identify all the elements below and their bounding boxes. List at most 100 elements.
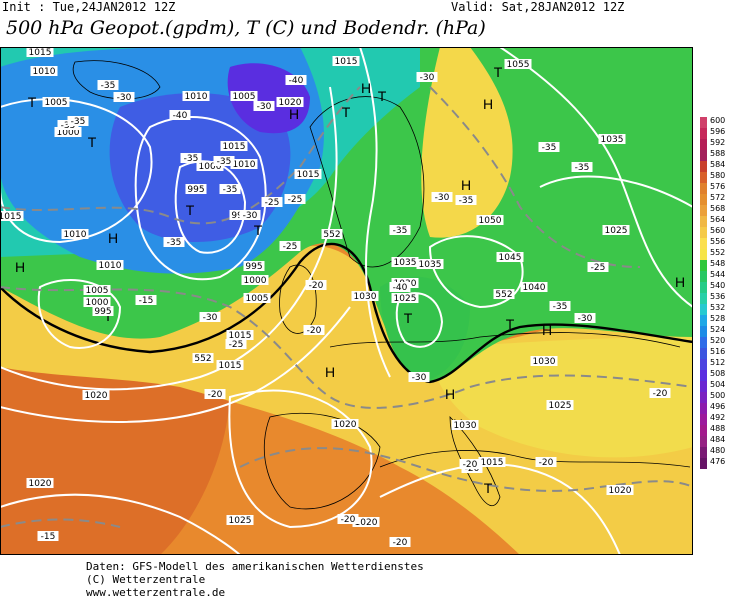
isobar-label: 1020 [85, 391, 108, 401]
coastline-europe [329, 332, 691, 468]
isobar-label-bg [83, 285, 111, 295]
temperature-label-bg [284, 194, 306, 204]
temperature-label-bg [408, 372, 430, 382]
legend-swatch [700, 161, 707, 172]
isobar-label: 995 [94, 307, 111, 317]
temperature-label-bg [574, 313, 596, 323]
geopotential-label: 552 [323, 230, 340, 240]
temperature-label: -20 [539, 458, 554, 468]
temperature-label: -20 [341, 515, 356, 525]
isobar-label: 1015 [297, 170, 320, 180]
high-pressure-marker: H [542, 322, 552, 338]
valid-time: Valid: Sat,28JAN2012 12Z [451, 0, 625, 14]
legend-swatch [700, 315, 707, 326]
temperature-label: -35 [575, 163, 590, 173]
temperature-label: -30 [203, 313, 218, 323]
temperature-label: -15 [139, 296, 154, 306]
isobar-label-bg [496, 252, 524, 262]
isobar-label-bg [230, 159, 258, 169]
footer-url[interactable]: www.wetterzentrale.de [86, 586, 226, 599]
temperature-label: -35 [542, 143, 557, 153]
isobar-label: 1000 [199, 162, 222, 172]
isobar-label: 1010 [33, 67, 56, 77]
isobar-label-bg [504, 59, 532, 69]
legend-value: 536 [710, 292, 725, 301]
temperature-label-bg [253, 101, 275, 111]
map-frame [0, 47, 693, 555]
coastline-iceland [72, 60, 161, 100]
isobar-label-bg [230, 91, 258, 101]
geopotential-label-bg [493, 289, 515, 299]
legend-swatch [700, 271, 707, 282]
isobar-label-bg [243, 293, 271, 303]
legend-swatch [700, 128, 707, 139]
footer-source: Daten: GFS-Modell des amerikanischen Wet… [86, 560, 424, 573]
low-pressure-marker: T [186, 202, 195, 218]
high-pressure-marker: H [445, 386, 455, 402]
isobar-label-bg [216, 360, 244, 370]
high-pressure-marker: H [15, 259, 25, 275]
temperature-label-bg [549, 301, 571, 311]
legend-swatch [700, 139, 707, 150]
isobar-label-bg [0, 211, 24, 221]
temperature-label-bg [279, 241, 301, 251]
isobar-label-bg [220, 141, 248, 151]
isobar-label: 1030 [533, 357, 556, 367]
temperature-label: -35 [184, 154, 199, 164]
isobar-label: 1005 [45, 98, 68, 108]
isobar-label: 1015 [0, 212, 21, 222]
isobar-label: 1040 [523, 283, 546, 293]
isobar-label: 1000 [244, 276, 267, 286]
isobar-label-bg [30, 66, 58, 76]
temperature-label: -35 [553, 302, 568, 312]
isobar [395, 292, 444, 348]
coastline-iberia [263, 412, 381, 510]
temperature-label: -30 [412, 373, 427, 383]
coastline-scandinavia [309, 96, 425, 268]
legend-swatch [700, 337, 707, 348]
temperature-label-bg [213, 156, 235, 166]
temperature-label-bg [389, 282, 411, 292]
isobar-label: 1055 [507, 60, 530, 70]
isobar-label-bg [598, 134, 626, 144]
temperature-label-bg [587, 262, 609, 272]
temperature-label-bg [455, 195, 477, 205]
low-pressure-marker: T [28, 94, 37, 110]
legend-swatch [700, 414, 707, 425]
temperature-label: -20 [463, 460, 478, 470]
temperature-label-bg [571, 162, 593, 172]
legend-value: 572 [710, 193, 725, 202]
high-pressure-marker: H [483, 96, 493, 112]
low-pressure-marker: T [484, 480, 493, 496]
low-pressure-marker: T [342, 104, 351, 120]
legend-value: 576 [710, 182, 725, 191]
temperature-label: -25 [265, 198, 280, 208]
isobar-label-bg [478, 457, 506, 467]
temperature-label: -25 [283, 242, 298, 252]
temperature-label: -35 [217, 157, 232, 167]
legend-swatch [700, 304, 707, 315]
isobar-label: 1025 [605, 226, 628, 236]
legend-swatch [700, 216, 707, 227]
isobar-label: 1015 [223, 142, 246, 152]
high-pressure-marker: H [325, 364, 335, 380]
legend-swatch [700, 458, 707, 469]
low-pressure-marker: T [494, 64, 503, 80]
legend-swatch [700, 183, 707, 194]
legend-value: 492 [710, 413, 725, 422]
temperature-label: -25 [288, 195, 303, 205]
legend-value: 600 [710, 116, 725, 125]
isobar-label: 1025 [229, 516, 252, 526]
isobar-label-bg [241, 275, 269, 285]
temperature-label: -20 [309, 281, 324, 291]
high-pressure-marker: H [675, 274, 685, 290]
temperature-label-bg [135, 295, 157, 305]
isotherm [429, 86, 641, 268]
isobar [37, 279, 122, 349]
isobar [359, 47, 391, 378]
isobar-label: 1010 [233, 160, 256, 170]
legend-value: 556 [710, 237, 725, 246]
low-pressure-marker: T [88, 134, 97, 150]
temperature-label-bg [459, 459, 481, 469]
temperature-legend: 600 596 592 588 584 580 576 572 568 564 560 556 552 5… [700, 116, 725, 469]
